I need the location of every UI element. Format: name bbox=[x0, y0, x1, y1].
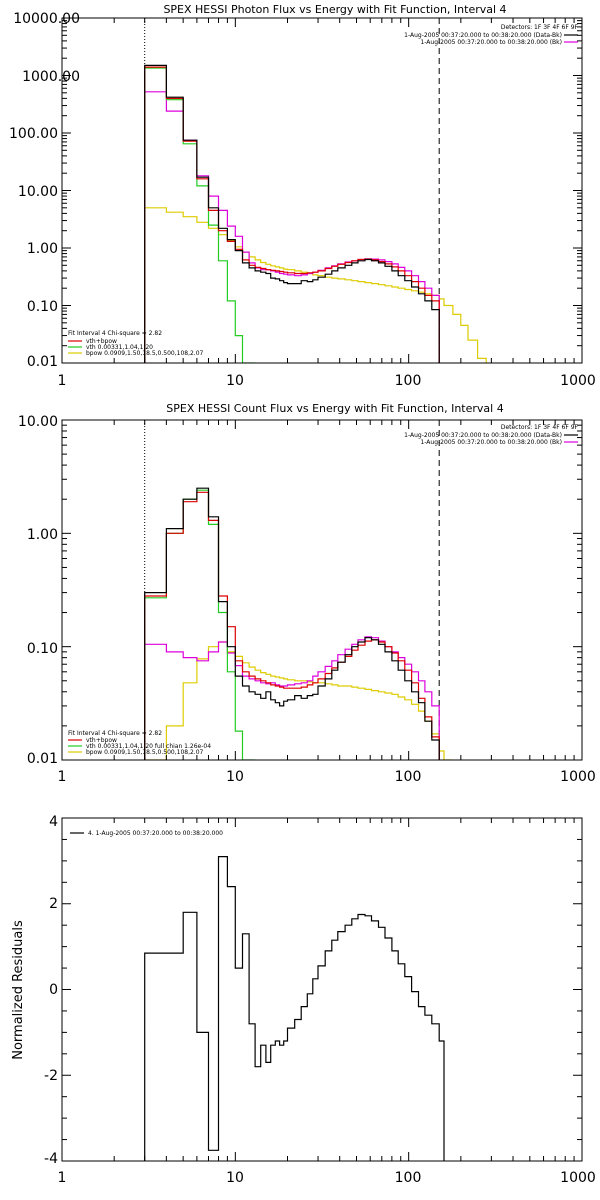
y-tick-label: 0 bbox=[49, 982, 58, 998]
x-tick-label: 10 bbox=[226, 1170, 244, 1186]
series-total-line bbox=[144, 491, 440, 760]
x-tick-label: 100 bbox=[395, 1170, 422, 1186]
x-tick-label: 1000 bbox=[560, 1170, 596, 1186]
x-tick-label: 10 bbox=[226, 373, 244, 389]
legend-text: Fit Interval 4 Chi-square = 2.82 bbox=[68, 330, 162, 337]
series-vth-line bbox=[144, 67, 256, 363]
series-total-line bbox=[144, 66, 440, 363]
x-tick-label: 1 bbox=[58, 769, 67, 785]
series-data-line bbox=[144, 856, 445, 1161]
x-tick-label: 1 bbox=[58, 373, 67, 389]
chart-title: SPEX HESSI Count Flux vs Energy with Fit… bbox=[166, 402, 503, 415]
legend-text: Detectors: 1F 3F 4F 6F 9F bbox=[501, 24, 579, 31]
legend-text: vth+bpow bbox=[86, 737, 117, 744]
legend-text: 1-Aug-2005 00:37:20.000 to 00:38:20.000 … bbox=[404, 32, 562, 39]
plot-frame bbox=[61, 17, 583, 364]
series-data-line bbox=[144, 64, 440, 363]
plot-frame bbox=[61, 817, 583, 1162]
y-axis-label: Normalized Residuals bbox=[11, 920, 26, 1060]
y-tick-label: 100.00 bbox=[9, 126, 58, 142]
legend-text: Detectors: 1F 3F 4F 6F 9F bbox=[501, 424, 579, 431]
legend-bottom-left: Fit Interval 4 Chi-square = 2.82 vth+bpo… bbox=[68, 730, 211, 756]
y-tick-label: 10.00 bbox=[18, 184, 58, 200]
y-tick-label: 1000.00 bbox=[22, 69, 80, 85]
plot-area bbox=[144, 18, 487, 363]
legend-text: vth+bpow bbox=[86, 338, 117, 345]
photon-flux-panel: SPEX HESSI Photon Flux vs Energy with Fi… bbox=[9, 3, 596, 389]
legend-text: Fit Interval 4 Chi-square = 2.82 bbox=[68, 730, 162, 737]
axis-ticks bbox=[61, 17, 582, 364]
residuals-panel: 4 2 0 -2 -4 1 10 100 1000 Normalized Res… bbox=[11, 814, 596, 1186]
legend-text: vth 0.00331,1.04,1.20 full chian 1.26e-0… bbox=[86, 743, 211, 750]
x-tick-label: 1000 bbox=[560, 373, 596, 389]
y-tick-label: 2 bbox=[49, 896, 58, 912]
x-tick-label: 100 bbox=[395, 769, 422, 785]
y-tick-label: 1.00 bbox=[27, 527, 58, 543]
legend-text: vth 0.00331,1.04,1.20 bbox=[86, 344, 153, 351]
y-tick-label: 10000.00 bbox=[13, 11, 80, 27]
y-tick-label: -2 bbox=[44, 1068, 58, 1084]
y-tick-label: 0.10 bbox=[27, 299, 58, 315]
legend-text: 4. 1-Aug-2005 00:37:20.000 to 00:38:20.0… bbox=[88, 830, 223, 837]
y-tick-label: 0.01 bbox=[27, 751, 58, 767]
series-bkg-line bbox=[144, 91, 440, 363]
series-bkg-line bbox=[144, 636, 440, 760]
y-tick-label: 0.10 bbox=[27, 641, 58, 657]
legend-top-right: Detectors: 1F 3F 4F 6F 9F 1-Aug-2005 00:… bbox=[404, 424, 578, 446]
legend-text: 1-Aug-2005 00:37:20.000 to 00:38:20.000 … bbox=[420, 39, 562, 46]
plot-area bbox=[144, 420, 453, 760]
x-tick-label: 100 bbox=[395, 373, 422, 389]
legend-text: 1-Aug-2005 00:37:20.000 to 00:38:20.000 … bbox=[420, 439, 562, 446]
plot-area bbox=[144, 856, 445, 1161]
legend-bottom-left: Fit Interval 4 Chi-square = 2.82 vth+bpo… bbox=[68, 330, 204, 357]
y-tick-label: 0.01 bbox=[27, 354, 58, 370]
series-data-line bbox=[144, 487, 440, 760]
legend-text: 1-Aug-2005 00:37:20.000 to 00:38:20.000 … bbox=[404, 432, 562, 439]
plot-frame bbox=[61, 419, 583, 761]
y-tick-label: -4 bbox=[44, 1151, 58, 1167]
x-tick-label: 10 bbox=[226, 769, 244, 785]
chart-title: SPEX HESSI Photon Flux vs Energy with Fi… bbox=[163, 3, 506, 16]
count-flux-panel: SPEX HESSI Count Flux vs Energy with Fit… bbox=[18, 402, 596, 785]
axis-ticks bbox=[61, 419, 582, 761]
legend-top-left: 4. 1-Aug-2005 00:37:20.000 to 00:38:20.0… bbox=[70, 830, 223, 837]
legend-top-right: Detectors: 1F 3F 4F 6F 9F 1-Aug-2005 00:… bbox=[404, 24, 578, 46]
legend-text: bpow 0.0909,1.50,18.5,0.500,108,2.07 bbox=[86, 350, 204, 357]
legend-text: bpow 0.0909,1.50,18.5,0.500,108,2.07 bbox=[86, 749, 204, 756]
axis-ticks bbox=[61, 817, 582, 1162]
x-tick-label: 1 bbox=[58, 1170, 67, 1186]
x-tick-label: 1000 bbox=[560, 769, 596, 785]
series-bpow-line bbox=[144, 207, 487, 363]
series-vth-line bbox=[144, 489, 256, 760]
y-tick-label: 10.00 bbox=[18, 414, 58, 430]
y-tick-label: 4 bbox=[49, 814, 58, 830]
y-tick-label: 1.00 bbox=[27, 241, 58, 257]
